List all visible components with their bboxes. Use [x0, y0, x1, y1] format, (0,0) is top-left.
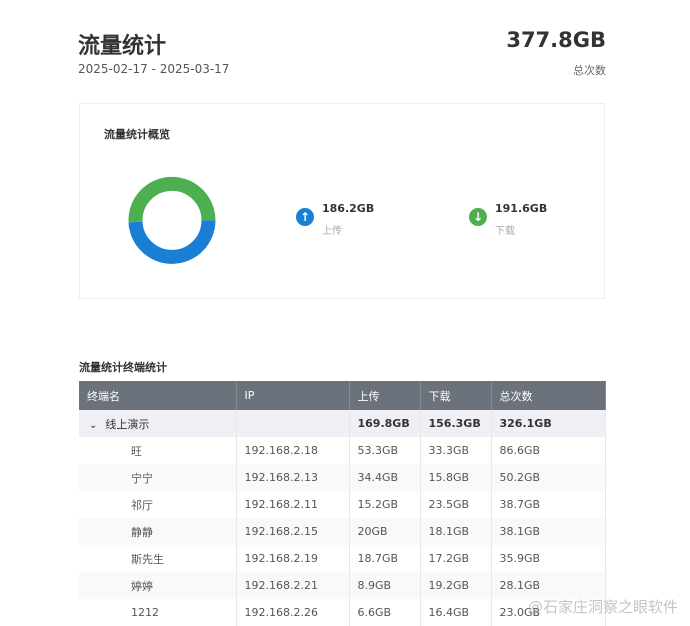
donut-slice-download [128, 176, 216, 223]
table-row[interactable]: 婷婷 192.168.2.21 8.9GB 19.2GB 28.1GB [79, 572, 606, 599]
cell-upload: 6.6GB [349, 599, 421, 626]
cell-name: 祁厅 [79, 491, 237, 518]
cell-name: 婷婷 [79, 572, 237, 599]
cell-upload: 20GB [349, 518, 421, 545]
cell-download: 23.5GB [420, 491, 492, 518]
table-row[interactable]: 斯先生 192.168.2.19 18.7GB 17.2GB 35.9GB [79, 545, 606, 572]
cell-ip: 192.168.2.15 [236, 518, 350, 545]
table-row[interactable]: 祁厅 192.168.2.11 15.2GB 23.5GB 38.7GB [79, 491, 606, 518]
col-header-upload[interactable]: 上传 [349, 381, 421, 410]
cell-name: 静静 [79, 518, 237, 545]
col-header-ip[interactable]: IP [236, 381, 350, 410]
cell-upload: 8.9GB [349, 572, 421, 599]
cell-download: 17.2GB [420, 545, 492, 572]
cell-ip: 192.168.2.13 [236, 464, 350, 491]
group-download: 156.3GB [420, 410, 492, 437]
download-label: 下载 [495, 226, 515, 237]
group-ip [236, 410, 350, 437]
group-total: 326.1GB [491, 410, 606, 437]
upload-label: 上传 [322, 226, 342, 237]
total-value: 377.8GB [506, 28, 606, 52]
cell-upload: 34.4GB [349, 464, 421, 491]
col-header-download[interactable]: 下载 [420, 381, 492, 410]
cell-ip: 192.168.2.11 [236, 491, 350, 518]
terminal-table: 终端名 IP 上传 下载 总次数 ⌄ 线上演示 169.8GB 156.3GB 3… [79, 381, 606, 626]
group-row[interactable]: ⌄ 线上演示 169.8GB 156.3GB 326.1GB [79, 410, 606, 437]
cell-name: 1212 [79, 599, 237, 626]
cell-total: 38.7GB [491, 491, 606, 518]
group-upload: 169.8GB [349, 410, 421, 437]
table-row[interactable]: 静静 192.168.2.15 20GB 18.1GB 38.1GB [79, 518, 606, 545]
cell-ip: 192.168.2.26 [236, 599, 350, 626]
cell-upload: 15.2GB [349, 491, 421, 518]
cell-upload: 18.7GB [349, 545, 421, 572]
col-header-name[interactable]: 终端名 [79, 381, 237, 410]
group-name: 线上演示 [105, 417, 150, 431]
cell-total: 23.0GB [491, 599, 606, 626]
cell-upload: 53.3GB [349, 437, 421, 464]
cell-total: 35.9GB [491, 545, 606, 572]
cell-download: 16.4GB [420, 599, 492, 626]
chevron-down-icon[interactable]: ⌄ [89, 419, 98, 431]
cell-total: 86.6GB [491, 437, 606, 464]
date-range: 2025-02-17 - 2025-03-17 [78, 62, 230, 76]
cell-download: 19.2GB [420, 572, 492, 599]
total-label: 总次数 [573, 64, 606, 77]
upload-stat: ↑ 186.2GB 上传 [296, 202, 374, 237]
arrow-up-icon: ↑ [296, 208, 314, 226]
table-title: 流量统计终端统计 [79, 361, 167, 374]
download-stat: ↓ 191.6GB 下载 [469, 202, 547, 237]
cell-ip: 192.168.2.18 [236, 437, 350, 464]
table-row[interactable]: 1212 192.168.2.26 6.6GB 16.4GB 23.0GB [79, 599, 606, 626]
overview-card: 流量统计概览 ↑ 186.2GB 上传 ↓ 191.6GB 下载 [79, 103, 605, 299]
table-row[interactable]: 宁宁 192.168.2.13 34.4GB 15.8GB 50.2GB [79, 464, 606, 491]
download-value: 191.6GB [495, 202, 548, 215]
cell-total: 28.1GB [491, 572, 606, 599]
cell-name: 宁宁 [79, 464, 237, 491]
donut-slice-upload [128, 219, 216, 264]
upload-value: 186.2GB [322, 202, 375, 215]
cell-ip: 192.168.2.21 [236, 572, 350, 599]
page-title: 流量统计 [78, 34, 167, 59]
cell-download: 33.3GB [420, 437, 492, 464]
col-header-total[interactable]: 总次数 [491, 381, 606, 410]
cell-ip: 192.168.2.19 [236, 545, 350, 572]
watermark: @石家庄洞察之眼软件 [527, 598, 678, 616]
arrow-down-icon: ↓ [469, 208, 487, 226]
cell-total: 38.1GB [491, 518, 606, 545]
cell-name: 旺 [79, 437, 237, 464]
cell-download: 15.8GB [420, 464, 492, 491]
overview-title: 流量统计概览 [104, 128, 170, 141]
traffic-donut-chart [128, 176, 216, 264]
cell-total: 50.2GB [491, 464, 606, 491]
table-row[interactable]: 旺 192.168.2.18 53.3GB 33.3GB 86.6GB [79, 437, 606, 464]
cell-download: 18.1GB [420, 518, 492, 545]
cell-name: 斯先生 [79, 545, 237, 572]
